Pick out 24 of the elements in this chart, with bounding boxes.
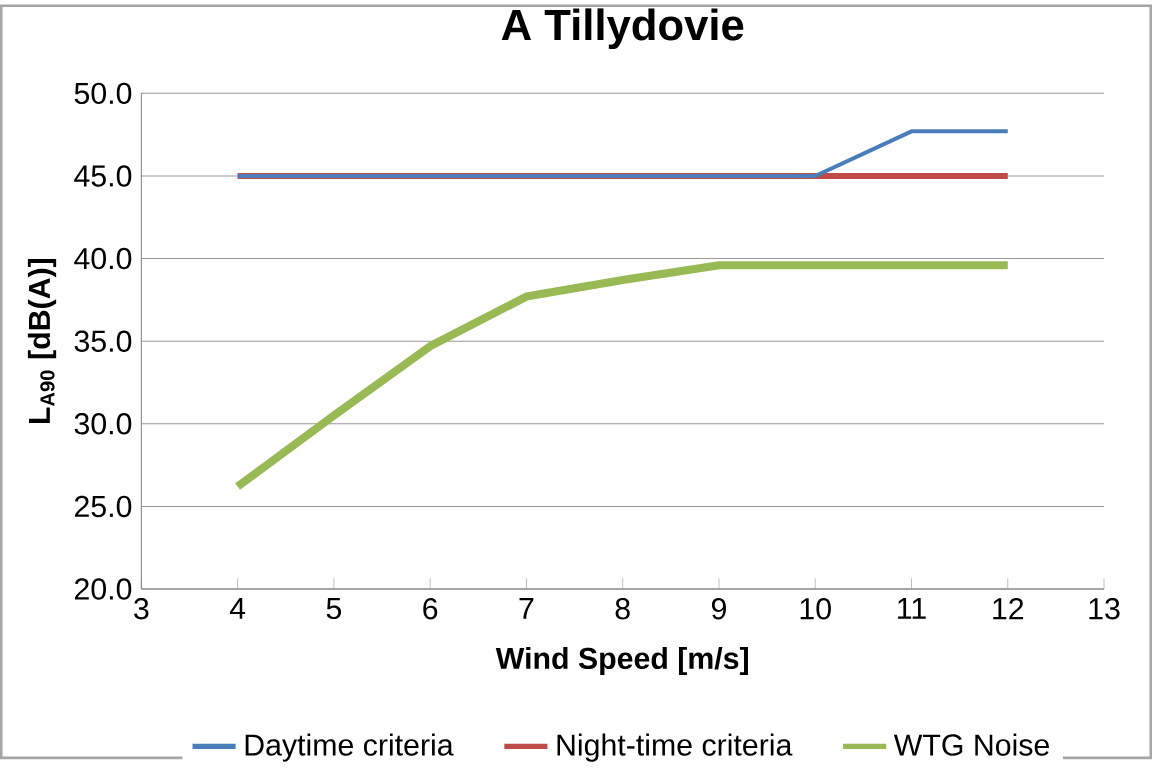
y-tick-label: 35.0 [74, 330, 132, 352]
y-tick-label: 30.0 [74, 412, 132, 435]
legend-label: Daytime criteria [245, 733, 454, 762]
legend-label: WTG Noise [893, 733, 1049, 756]
y-tick-label: 50.0 [74, 82, 132, 104]
y-tick-label: 25.0 [74, 495, 132, 517]
y-tick-label: 20.0 [74, 578, 132, 600]
x-tick-label: 7 [519, 597, 534, 619]
y-tick-label: 40.0 [74, 247, 132, 270]
x-tick-label: 6 [423, 597, 438, 620]
x-tick-label: 3 [134, 597, 149, 620]
x-tick-label: 8 [615, 597, 630, 620]
x-tick-label: 12 [993, 597, 1024, 619]
x-tick-label: 9 [711, 597, 726, 620]
y-tick-label: 45.0 [74, 165, 132, 187]
chart-title: A Tillydovie [501, 8, 744, 49]
x-tick-label: 5 [326, 597, 342, 619]
x-tick-label: 10 [800, 597, 831, 620]
y-axis-title: L$_{A90}$ [dB(A)] [27, 258, 57, 423]
x-tick-label: 4 [229, 597, 246, 619]
x-tick-label: 11 [898, 597, 926, 619]
x-tick-label: 13 [1089, 597, 1120, 620]
x-axis-title: Wind Speed [m/s] [495, 646, 748, 675]
legend-label: Night-time criteria [557, 733, 793, 762]
